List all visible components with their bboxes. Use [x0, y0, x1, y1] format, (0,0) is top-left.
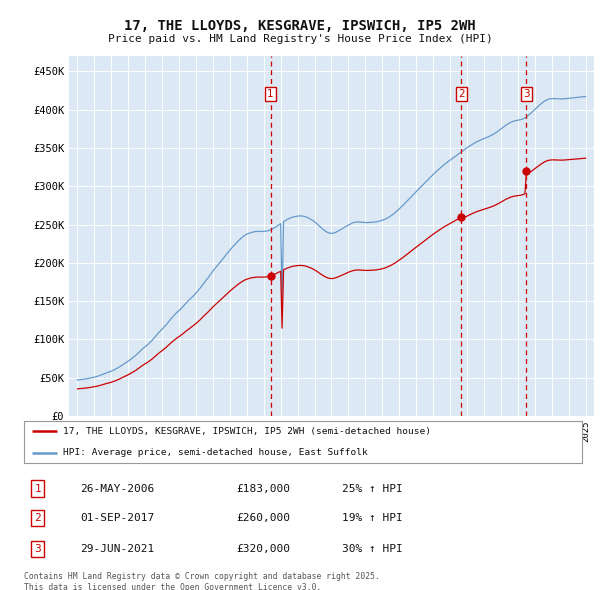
Text: 26-MAY-2006: 26-MAY-2006 [80, 484, 154, 493]
Text: 3: 3 [523, 89, 530, 99]
Text: 2: 2 [458, 89, 465, 99]
Text: 19% ↑ HPI: 19% ↑ HPI [342, 513, 403, 523]
Text: 2: 2 [35, 513, 41, 523]
Text: 3: 3 [35, 544, 41, 554]
Text: Contains HM Land Registry data © Crown copyright and database right 2025.
This d: Contains HM Land Registry data © Crown c… [24, 572, 380, 590]
Text: £320,000: £320,000 [236, 544, 290, 554]
Text: 17, THE LLOYDS, KESGRAVE, IPSWICH, IP5 2WH: 17, THE LLOYDS, KESGRAVE, IPSWICH, IP5 2… [124, 19, 476, 33]
Text: 01-SEP-2017: 01-SEP-2017 [80, 513, 154, 523]
Text: 30% ↑ HPI: 30% ↑ HPI [342, 544, 403, 554]
Text: Price paid vs. HM Land Registry's House Price Index (HPI): Price paid vs. HM Land Registry's House … [107, 34, 493, 44]
Text: HPI: Average price, semi-detached house, East Suffolk: HPI: Average price, semi-detached house,… [63, 448, 368, 457]
Text: 29-JUN-2021: 29-JUN-2021 [80, 544, 154, 554]
Text: £183,000: £183,000 [236, 484, 290, 493]
Text: 17, THE LLOYDS, KESGRAVE, IPSWICH, IP5 2WH (semi-detached house): 17, THE LLOYDS, KESGRAVE, IPSWICH, IP5 2… [63, 427, 431, 436]
Text: 25% ↑ HPI: 25% ↑ HPI [342, 484, 403, 493]
Text: 1: 1 [35, 484, 41, 493]
Text: £260,000: £260,000 [236, 513, 290, 523]
Text: 1: 1 [267, 89, 274, 99]
